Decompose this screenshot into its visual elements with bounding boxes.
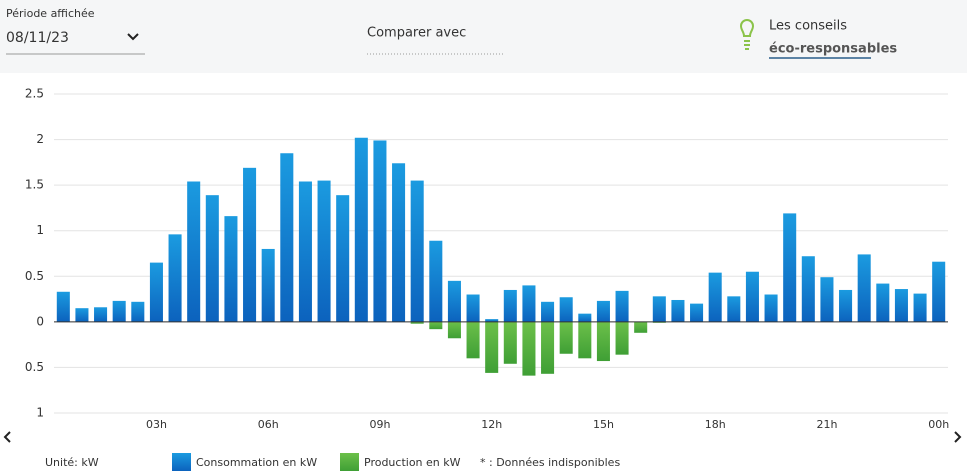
bar bbox=[876, 283, 890, 322]
bulb-icon bbox=[739, 19, 755, 50]
legend-label: Production en kW bbox=[364, 456, 461, 469]
bar bbox=[429, 321, 443, 330]
bar bbox=[75, 308, 89, 322]
y-tick-label: 1.5 bbox=[25, 178, 44, 192]
bar bbox=[280, 153, 294, 322]
bar bbox=[261, 248, 275, 322]
bar bbox=[298, 181, 312, 322]
bar bbox=[894, 289, 908, 322]
tips-link[interactable]: éco-responsables bbox=[769, 42, 897, 57]
x-tick-label: 09h bbox=[369, 418, 390, 431]
prev-arrow[interactable] bbox=[3, 431, 11, 443]
next-arrow[interactable] bbox=[954, 431, 962, 443]
bar bbox=[578, 313, 592, 322]
bar bbox=[354, 137, 368, 322]
bar bbox=[783, 213, 797, 322]
bar bbox=[522, 285, 536, 322]
bar bbox=[578, 321, 592, 359]
bar bbox=[559, 297, 573, 322]
tips-line1: Les conseils bbox=[769, 19, 847, 34]
y-tick-label: 0 bbox=[36, 314, 44, 328]
unit: Unité: kW bbox=[45, 456, 99, 469]
bar bbox=[615, 321, 629, 355]
period-label: Période affichée bbox=[6, 7, 95, 20]
bar bbox=[708, 272, 722, 322]
bar bbox=[485, 319, 499, 322]
y-tick-label: 1 bbox=[36, 223, 44, 237]
legend-swatch bbox=[340, 453, 359, 471]
dropdown-arrow[interactable] bbox=[127, 33, 139, 41]
bar bbox=[485, 321, 499, 373]
x-tick-label: 15h bbox=[593, 418, 614, 431]
period-value[interactable]: 08/11/23 bbox=[6, 30, 69, 46]
y-tick-label: 2 bbox=[36, 132, 44, 146]
bar bbox=[932, 261, 946, 322]
bar bbox=[224, 216, 238, 322]
bar bbox=[503, 321, 517, 364]
bar bbox=[913, 293, 927, 322]
bar bbox=[596, 300, 610, 322]
bar bbox=[820, 277, 834, 322]
y-tick-label: 1 bbox=[36, 406, 44, 420]
bar bbox=[94, 307, 108, 322]
x-tick-label: 03h bbox=[146, 418, 167, 431]
x-tick-label: 00h bbox=[928, 418, 949, 431]
bar bbox=[205, 195, 219, 322]
bar bbox=[839, 289, 853, 322]
bar bbox=[857, 254, 871, 322]
bar bbox=[243, 167, 257, 322]
bar bbox=[727, 296, 741, 322]
bar bbox=[522, 321, 536, 376]
y-tick-label: 0.5 bbox=[25, 269, 44, 283]
legend-swatch bbox=[172, 453, 191, 471]
bar bbox=[615, 290, 629, 322]
bar bbox=[410, 321, 424, 324]
bar bbox=[392, 163, 406, 322]
plot: 1 0.5 0 0.5 1 1.5 2 2.5 03h 06h 09h 12h 15h 18h 21h 00h bbox=[25, 87, 949, 432]
bar bbox=[671, 299, 685, 322]
bar bbox=[131, 301, 145, 322]
header-bg bbox=[0, 0, 967, 73]
bar bbox=[149, 262, 163, 322]
bar bbox=[447, 280, 461, 322]
bar bbox=[168, 234, 182, 322]
bar bbox=[317, 180, 331, 322]
bar bbox=[410, 180, 424, 322]
bar bbox=[466, 321, 480, 359]
bar bbox=[801, 256, 815, 322]
bar bbox=[503, 289, 517, 322]
bar bbox=[466, 294, 480, 322]
x-tick-label: 21h bbox=[816, 418, 837, 431]
bar bbox=[336, 195, 350, 322]
legend-label: Consommation en kW bbox=[196, 456, 317, 469]
bar bbox=[541, 301, 555, 322]
bar bbox=[690, 303, 704, 322]
y-tick-label: 0.5 bbox=[25, 360, 44, 374]
x-tick-label: 06h bbox=[258, 418, 279, 431]
x-tick-label: 12h bbox=[481, 418, 502, 431]
bar bbox=[596, 321, 610, 362]
bar bbox=[764, 294, 778, 322]
y-tick-label: 2.5 bbox=[25, 87, 44, 101]
bar bbox=[187, 181, 201, 322]
bar bbox=[652, 296, 666, 322]
compare-label[interactable]: Comparer avec bbox=[367, 26, 466, 41]
bar bbox=[541, 321, 555, 374]
bar bbox=[559, 321, 573, 354]
bar bbox=[373, 140, 387, 322]
bar bbox=[634, 321, 648, 333]
bar bbox=[112, 300, 126, 322]
bar bbox=[429, 240, 443, 322]
x-tick-label: 18h bbox=[705, 418, 726, 431]
bar bbox=[745, 271, 759, 322]
bar bbox=[447, 321, 461, 339]
note: * : Données indisponibles bbox=[480, 456, 620, 469]
bar bbox=[56, 291, 70, 322]
